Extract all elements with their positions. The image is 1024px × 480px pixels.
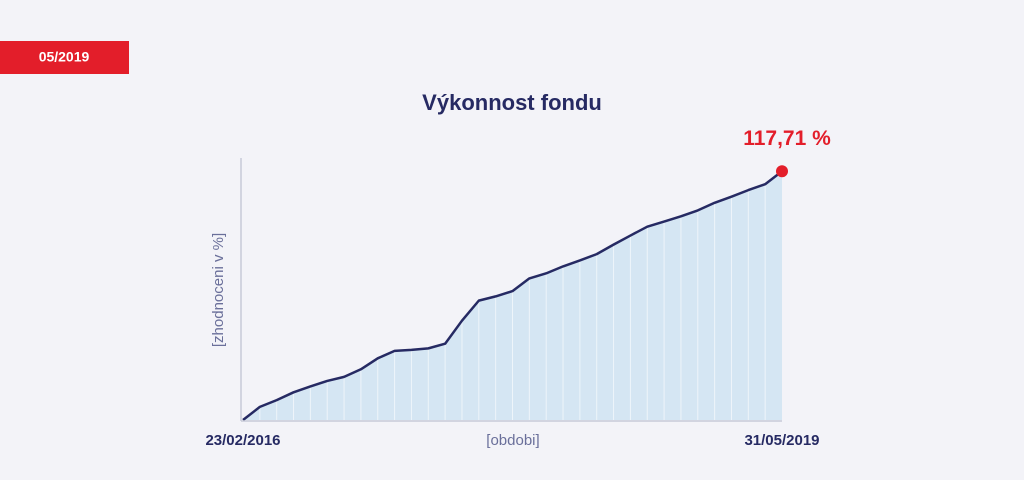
line [242,170,783,421]
y-axis-label: [zhodnoceni v %] [210,233,227,347]
badge: 05/2019 [39,49,90,65]
value-label: 117,71 % [743,127,831,150]
x-tick-label: 23/02/2016 [205,432,280,449]
chart-title: Výkonnost fondu [422,90,602,115]
end-marker [776,165,788,178]
badge-box [0,41,129,74]
x-tick-label: 31/05/2019 [744,432,819,449]
x-axis-label: [obdobi] [486,432,539,449]
